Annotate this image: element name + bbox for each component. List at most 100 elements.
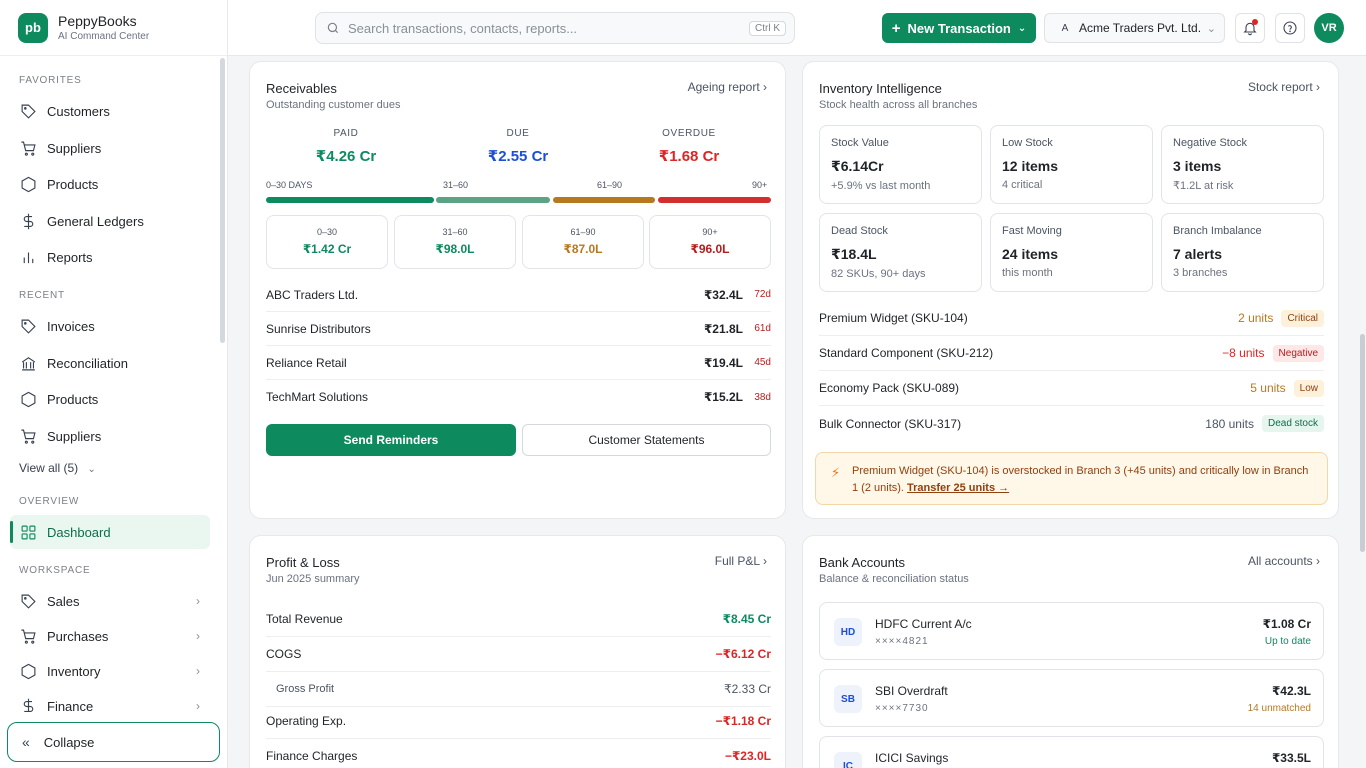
pl-label: Finance Charges	[266, 749, 358, 763]
bucket-label: 0–30	[316, 227, 338, 237]
pl-value: −₹23.0L	[724, 749, 771, 763]
full-pl-link[interactable]: Full P&L ›	[715, 554, 767, 568]
link-label: Full P&L	[714, 554, 760, 568]
stock-item-row[interactable]: Economy Pack (SKU-089) 5 units Low	[819, 371, 1324, 406]
overdue-value: ₹1.68 Cr	[658, 148, 720, 165]
overdue-label: OVERDUE	[662, 128, 716, 139]
user-avatar[interactable]: VR	[1314, 13, 1344, 43]
status-badge: Dead stock	[1261, 415, 1324, 432]
bank-account-row[interactable]: SB SBI Overdraft ××××7730 ₹42.3L 14 unma…	[819, 669, 1324, 727]
inventory-card: Inventory Intelligence Stock health acro…	[802, 61, 1339, 519]
bank-account-number: ××××4821	[875, 636, 929, 647]
search-shortcut: Ctrl K	[749, 21, 786, 36]
sidebar-item-label: Reports	[47, 249, 93, 265]
sidebar-item-reconciliation[interactable]: Reconciliation	[10, 346, 210, 380]
brand[interactable]: pb PeppyBooks AI Command Center	[0, 0, 227, 56]
paid-label: PAID	[333, 128, 359, 139]
item-units: 2 units	[1238, 311, 1274, 325]
bank-balance: ₹42.3L	[1271, 684, 1311, 698]
sidebar-item-products-recent[interactable]: Products	[10, 382, 210, 416]
bucket-0-30[interactable]: 0–30 ₹1.42 Cr	[266, 215, 388, 269]
sidebar-item-general-ledgers[interactable]: General Ledgers	[10, 204, 210, 238]
chevron-right-icon: ›	[1316, 554, 1320, 568]
notifications-button[interactable]	[1235, 13, 1265, 43]
card-subtitle: Outstanding customer dues	[266, 99, 401, 111]
sidebar-item-invoices[interactable]: Invoices	[10, 309, 210, 343]
sidebar-item-label: Sales	[47, 593, 80, 609]
tile-label: Negative Stock	[1173, 137, 1247, 149]
sidebar-scrollbar[interactable]	[220, 58, 225, 343]
sidebar-item-purchases[interactable]: Purchases ›	[10, 619, 210, 653]
tile-label: Fast Moving	[1002, 225, 1062, 237]
sidebar-item-customers[interactable]: Customers	[10, 94, 210, 128]
chevrons-left-icon: «	[22, 734, 30, 750]
bank-name: SBI Overdraft	[875, 684, 948, 698]
customer-row[interactable]: TechMart Solutions ₹15.2L 38d	[266, 380, 771, 414]
tile-sub: ₹1.2L at risk	[1173, 180, 1234, 192]
main-scrollbar[interactable]	[1360, 334, 1365, 552]
help-button[interactable]	[1275, 13, 1305, 43]
tile-label: Low Stock	[1002, 137, 1053, 149]
tile-stock-value[interactable]: Stock Value ₹6.14Cr +5.9% vs last month	[819, 125, 982, 204]
customer-statements-button[interactable]: Customer Statements	[522, 424, 771, 456]
sidebar-item-suppliers[interactable]: Suppliers	[10, 131, 210, 165]
card-subtitle: Balance & reconciliation status	[819, 573, 969, 585]
bucket-61-90[interactable]: 61–90 ₹87.0L	[522, 215, 644, 269]
tile-value: 7 alerts	[1173, 246, 1223, 262]
ageing-report-link[interactable]: Ageing report ›	[688, 80, 767, 94]
sidebar-item-reports[interactable]: Reports	[10, 240, 210, 274]
bank-account-row[interactable]: HD HDFC Current A/c ××××4821 ₹1.08 Cr Up…	[819, 602, 1324, 660]
sidebar-item-products[interactable]: Products	[10, 167, 210, 201]
stock-item-row[interactable]: Premium Widget (SKU-104) 2 units Critica…	[819, 301, 1324, 336]
ageing-bar-31-60	[436, 197, 550, 203]
bucket-31-60[interactable]: 31–60 ₹98.0L	[394, 215, 516, 269]
search-input[interactable]	[348, 20, 728, 36]
chevron-right-icon: ›	[196, 699, 200, 712]
tile-negative-stock[interactable]: Negative Stock 3 items ₹1.2L at risk	[1161, 125, 1324, 204]
pl-row: Gross Profit ₹2.33 Cr	[266, 672, 771, 707]
tile-sub: +5.9% vs last month	[831, 180, 931, 192]
tile-branch-imbalance[interactable]: Branch Imbalance 7 alerts 3 branches	[1161, 213, 1324, 292]
tile-low-stock[interactable]: Low Stock 12 items 4 critical	[990, 125, 1153, 204]
transfer-link[interactable]: Transfer 25 units →	[907, 482, 1010, 494]
chevron-down-icon: ⌄	[1017, 22, 1027, 34]
bank-account-row[interactable]: IC ICICI Savings ₹33.5L	[819, 736, 1324, 768]
bucket-90-plus[interactable]: 90+ ₹96.0L	[649, 215, 771, 269]
sidebar-item-suppliers-recent[interactable]: Suppliers	[10, 419, 210, 453]
notification-dot	[1252, 19, 1258, 25]
customer-name: ABC Traders Ltd.	[266, 287, 359, 302]
search-box[interactable]: Ctrl K	[315, 12, 795, 44]
view-all-recent[interactable]: View all (5) ⌄	[19, 461, 96, 475]
bank-status: Up to date	[1264, 636, 1311, 647]
tile-sub: this month	[1002, 267, 1053, 279]
sidebar-item-label: Customers	[47, 103, 110, 119]
sidebar-item-inventory[interactable]: Inventory ›	[10, 654, 210, 688]
customer-days: 72d	[754, 289, 771, 300]
tile-fast-moving[interactable]: Fast Moving 24 items this month	[990, 213, 1153, 292]
customer-row[interactable]: ABC Traders Ltd. ₹32.4L 72d	[266, 278, 771, 312]
org-switcher[interactable]: A Acme Traders Pvt. Ltd. ⌄	[1044, 13, 1225, 43]
all-accounts-link[interactable]: All accounts ›	[1248, 554, 1320, 568]
new-transaction-button[interactable]: + New Transaction ⌄	[882, 13, 1036, 43]
sidebar-item-finance[interactable]: Finance ›	[10, 689, 210, 712]
customer-row[interactable]: Sunrise Distributors ₹21.8L 61d	[266, 312, 771, 346]
card-subtitle: Stock health across all branches	[819, 99, 978, 111]
sidebar-item-sales[interactable]: Sales ›	[10, 584, 210, 618]
stock-report-link[interactable]: Stock report ›	[1248, 80, 1320, 94]
item-name: Economy Pack (SKU-089)	[819, 381, 960, 395]
pl-label: Operating Exp.	[266, 714, 347, 728]
dollar-icon	[19, 697, 37, 712]
tile-value: ₹6.14Cr	[831, 158, 884, 174]
stock-item-row[interactable]: Standard Component (SKU-212) −8 units Ne…	[819, 336, 1324, 371]
sidebar-item-dashboard[interactable]: Dashboard	[10, 515, 210, 549]
tile-sub: 3 branches	[1173, 267, 1228, 279]
pl-value: ₹8.45 Cr	[722, 612, 771, 626]
tile-dead-stock[interactable]: Dead Stock ₹18.4L 82 SKUs, 90+ days	[819, 213, 982, 292]
sidebar-item-label: Invoices	[47, 318, 95, 334]
customer-row[interactable]: Reliance Retail ₹19.4L 45d	[266, 346, 771, 380]
collapse-button[interactable]: « Collapse	[7, 722, 220, 762]
send-reminders-button[interactable]: Send Reminders	[266, 424, 516, 456]
stock-item-row[interactable]: Bulk Connector (SKU-317) 180 units Dead …	[819, 406, 1324, 441]
ageing-bar-0-30	[266, 197, 434, 203]
org-name: Acme Traders Pvt. Ltd.	[1079, 21, 1202, 35]
